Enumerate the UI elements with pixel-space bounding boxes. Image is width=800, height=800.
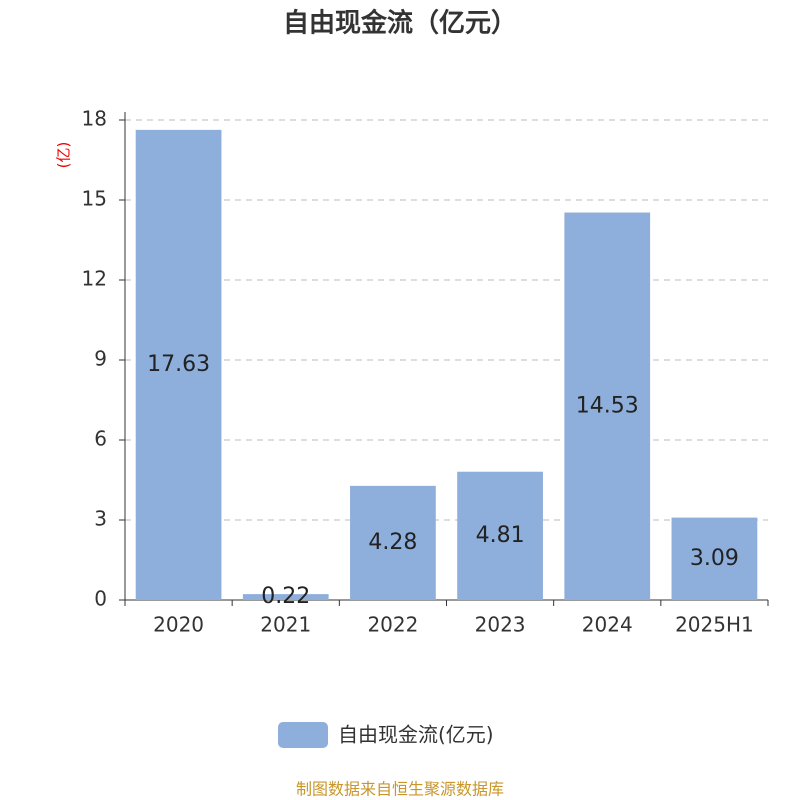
value-label: 3.09 (690, 546, 739, 571)
chart-title: 自由现金流（亿元） (283, 8, 517, 39)
value-label: 17.63 (147, 352, 210, 377)
value-label: 4.28 (368, 530, 417, 555)
value-label: 4.81 (476, 523, 525, 548)
y-tick-label: 12 (82, 267, 107, 291)
bar (135, 129, 222, 600)
y-tick-label: 6 (94, 427, 107, 451)
y-tick-label: 18 (82, 107, 107, 131)
bar (457, 471, 543, 600)
y-tick-label: 15 (82, 187, 107, 211)
legend-swatch (278, 722, 328, 748)
x-tick-label: 2020 (153, 613, 204, 637)
x-tick-label: 2021 (260, 613, 311, 637)
y-axis-label: (亿) (55, 142, 73, 169)
value-label: 14.53 (576, 393, 639, 418)
bar (671, 517, 758, 600)
source-note: 制图数据来自恒生聚源数据库 (296, 780, 504, 799)
legend-label: 自由现金流(亿元) (338, 723, 494, 747)
bar (350, 485, 436, 600)
bar (242, 594, 329, 600)
x-tick-label: 2022 (367, 613, 418, 637)
x-tick-label: 2024 (582, 613, 633, 637)
y-tick-label: 9 (94, 347, 107, 371)
x-tick-label: 2025H1 (675, 613, 754, 637)
bar (564, 212, 651, 601)
value-label: 0.22 (261, 584, 310, 609)
x-tick-label: 2023 (475, 613, 526, 637)
y-tick-label: 0 (94, 587, 107, 611)
y-tick-label: 3 (94, 507, 107, 531)
